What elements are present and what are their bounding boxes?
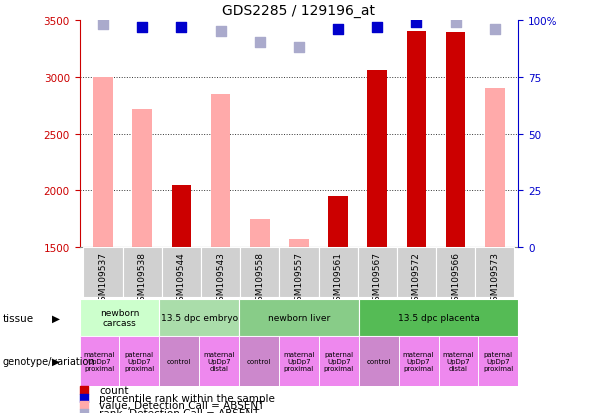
- Text: newborn
carcass: newborn carcass: [100, 309, 139, 328]
- Bar: [201, 248, 240, 297]
- Bar: [250, 219, 270, 248]
- Point: [412, 19, 421, 26]
- Bar: [279, 337, 319, 386]
- Bar: [439, 337, 478, 386]
- Text: maternal
UpDp7
distal: maternal UpDp7 distal: [203, 351, 235, 371]
- Point: [255, 40, 264, 47]
- Point: [98, 22, 108, 28]
- Text: GSM109538: GSM109538: [138, 252, 147, 306]
- Text: percentile rank within the sample: percentile rank within the sample: [100, 393, 275, 403]
- Bar: [120, 337, 159, 386]
- Bar: [279, 248, 319, 297]
- Bar: [123, 248, 162, 297]
- Bar: [211, 95, 230, 248]
- Bar: [478, 337, 518, 386]
- Bar: [485, 89, 505, 248]
- Bar: [239, 337, 279, 386]
- Point: [79, 402, 88, 408]
- Bar: [80, 337, 120, 386]
- Bar: [475, 248, 514, 297]
- Text: maternal
UpDp7
proximal: maternal UpDp7 proximal: [84, 351, 115, 371]
- Point: [490, 26, 499, 33]
- Bar: [319, 248, 358, 297]
- Text: paternal
UpDp7
proximal: paternal UpDp7 proximal: [324, 351, 354, 371]
- Text: 13.5 dpc embryo: 13.5 dpc embryo: [161, 313, 238, 323]
- Bar: [359, 337, 399, 386]
- Text: GSM109558: GSM109558: [255, 252, 264, 306]
- Text: control: control: [247, 358, 271, 364]
- Text: maternal
UpDp7
distal: maternal UpDp7 distal: [443, 351, 474, 371]
- Bar: [319, 337, 359, 386]
- Text: tissue: tissue: [3, 313, 34, 323]
- Text: rank, Detection Call = ABSENT: rank, Detection Call = ABSENT: [100, 408, 260, 413]
- Bar: [239, 299, 359, 337]
- Bar: [446, 33, 465, 248]
- Bar: [358, 248, 397, 297]
- Bar: [159, 337, 199, 386]
- Text: genotype/variation: genotype/variation: [3, 356, 95, 366]
- Text: GSM109567: GSM109567: [373, 252, 382, 306]
- Bar: [80, 299, 159, 337]
- Bar: [93, 77, 113, 248]
- Text: ▶: ▶: [52, 356, 60, 366]
- Text: GSM109543: GSM109543: [216, 252, 225, 306]
- Point: [216, 29, 225, 36]
- Bar: [171, 185, 191, 248]
- Title: GDS2285 / 129196_at: GDS2285 / 129196_at: [223, 4, 375, 18]
- Point: [137, 24, 147, 31]
- Text: GSM109572: GSM109572: [412, 252, 421, 306]
- Text: ▶: ▶: [52, 313, 60, 323]
- Text: GSM109561: GSM109561: [333, 252, 343, 306]
- Point: [79, 409, 88, 413]
- Text: paternal
UpDp7
proximal: paternal UpDp7 proximal: [124, 351, 154, 371]
- Point: [333, 26, 343, 33]
- Text: GSM109573: GSM109573: [490, 252, 499, 306]
- Point: [294, 45, 304, 51]
- Text: control: control: [366, 358, 391, 364]
- Text: GSM109537: GSM109537: [98, 252, 108, 306]
- Text: control: control: [167, 358, 191, 364]
- Text: GSM109544: GSM109544: [177, 252, 186, 306]
- Text: count: count: [100, 385, 129, 395]
- Text: paternal
UpDp7
proximal: paternal UpDp7 proximal: [483, 351, 514, 371]
- Text: 13.5 dpc placenta: 13.5 dpc placenta: [398, 313, 479, 323]
- Point: [451, 19, 461, 26]
- Text: maternal
UpDp7
proximal: maternal UpDp7 proximal: [283, 351, 315, 371]
- Bar: [199, 337, 239, 386]
- Bar: [397, 248, 436, 297]
- Bar: [289, 240, 309, 248]
- Text: GSM109557: GSM109557: [294, 252, 303, 306]
- Point: [79, 394, 88, 401]
- Text: GSM109566: GSM109566: [451, 252, 460, 306]
- Bar: [159, 299, 239, 337]
- Text: newborn liver: newborn liver: [268, 313, 330, 323]
- Bar: [84, 248, 123, 297]
- Point: [177, 24, 186, 31]
- Point: [373, 24, 382, 31]
- Bar: [399, 337, 439, 386]
- Point: [79, 387, 88, 394]
- Bar: [133, 109, 152, 248]
- Text: value, Detection Call = ABSENT: value, Detection Call = ABSENT: [100, 400, 264, 410]
- Bar: [240, 248, 279, 297]
- Bar: [436, 248, 475, 297]
- Bar: [368, 71, 387, 248]
- Bar: [328, 197, 348, 248]
- Bar: [359, 299, 518, 337]
- Text: maternal
UpDp7
proximal: maternal UpDp7 proximal: [403, 351, 434, 371]
- Bar: [162, 248, 201, 297]
- Bar: [406, 32, 426, 248]
